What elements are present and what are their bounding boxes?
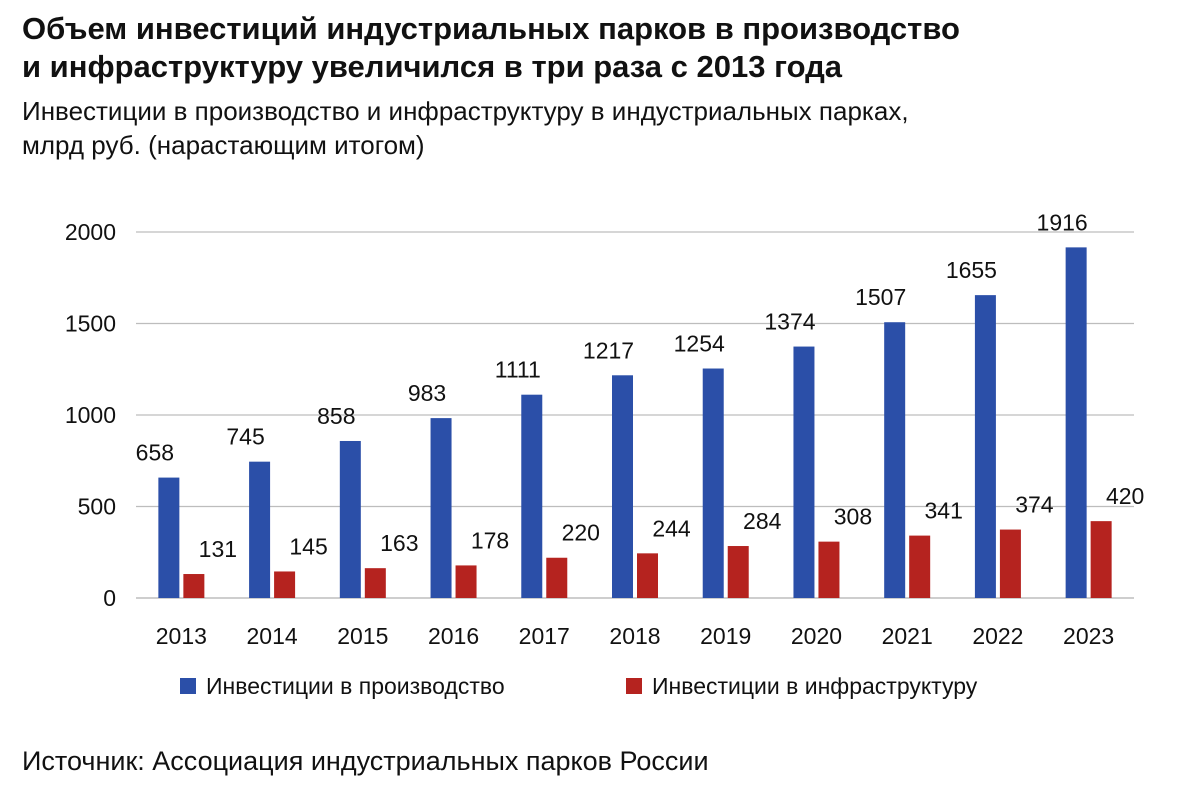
bar-infrastructure	[364, 568, 386, 598]
source-note: Источник: Ассоциация индустриальных парк…	[22, 746, 709, 776]
x-tick-label: 2022	[972, 623, 1023, 649]
subtitle-line-2: млрд руб. (нарастающим итогом)	[22, 130, 425, 160]
bar-production	[430, 418, 452, 598]
bar-infrastructure	[274, 571, 296, 598]
data-label-production: 1217	[583, 337, 634, 363]
bar-infrastructure	[637, 553, 658, 598]
y-tick-label: 0	[103, 585, 116, 611]
y-tick-label: 1500	[65, 311, 116, 337]
bar-production	[793, 346, 815, 598]
y-tick-label: 1000	[65, 402, 116, 428]
x-tick-label: 2014	[247, 623, 298, 649]
data-label-production: 858	[317, 403, 355, 429]
x-tick-label: 2016	[428, 623, 479, 649]
title-line-1: Объем инвестиций индустриальных парков в…	[22, 11, 960, 46]
bar-infrastructure	[183, 574, 205, 598]
legend-label-infrastructure: Инвестиции в инфраструктуру	[652, 673, 978, 699]
bar-production	[702, 368, 724, 598]
x-tick-label: 2017	[519, 623, 570, 649]
y-tick-label: 500	[78, 494, 116, 520]
legend-label-production: Инвестиции в производство	[206, 673, 505, 699]
data-label-production: 658	[136, 440, 174, 466]
bar-production	[339, 440, 361, 598]
bar-infrastructure	[909, 535, 931, 598]
data-label-infrastructure: 244	[652, 515, 691, 541]
bar-infrastructure	[455, 565, 477, 598]
data-label-production: 745	[226, 424, 264, 450]
x-tick-label: 2018	[609, 623, 660, 649]
x-tick-label: 2021	[882, 623, 933, 649]
x-tick-label: 2023	[1063, 623, 1114, 649]
subtitle-line-1: Инвестиции в производство и инфраструкту…	[22, 96, 909, 126]
data-label-production: 1655	[946, 257, 997, 283]
data-label-infrastructure: 374	[1015, 492, 1054, 518]
bar-production	[1065, 247, 1087, 598]
bar-production	[884, 322, 906, 598]
data-label-infrastructure: 420	[1106, 483, 1144, 509]
x-tick-label: 2019	[700, 623, 751, 649]
bar-production	[158, 477, 180, 598]
data-label-production: 1254	[674, 331, 725, 357]
bar-production	[974, 295, 996, 598]
x-tick-label: 2020	[791, 623, 842, 649]
data-label-infrastructure: 163	[380, 530, 418, 556]
data-label-infrastructure: 131	[199, 536, 237, 562]
legend-swatch-production	[180, 678, 196, 694]
x-tick-label: 2013	[156, 623, 207, 649]
legend-swatch-infrastructure	[626, 678, 642, 694]
bar-infrastructure	[818, 541, 840, 598]
bar-infrastructure	[1090, 521, 1112, 598]
bar-infrastructure	[727, 546, 749, 598]
bar-production	[521, 394, 543, 598]
x-tick-label: 2015	[337, 623, 388, 649]
data-label-infrastructure: 220	[562, 520, 600, 546]
data-label-infrastructure: 308	[834, 504, 872, 530]
y-tick-label: 2000	[65, 219, 116, 245]
data-label-production: 1374	[764, 309, 815, 335]
data-label-infrastructure: 284	[743, 508, 782, 534]
data-label-production: 1507	[855, 284, 906, 310]
data-label-production: 983	[408, 380, 446, 406]
bar-production	[249, 461, 271, 598]
data-label-infrastructure: 178	[471, 527, 509, 553]
data-label-production: 1916	[1037, 209, 1088, 235]
chart-subtitle: Инвестиции в производство и инфраструкту…	[22, 94, 1172, 162]
data-label-infrastructure: 341	[924, 498, 962, 524]
bar-infrastructure	[546, 557, 568, 598]
title-line-2: и инфраструктуру увеличился в три раза с…	[22, 49, 843, 84]
data-label-infrastructure: 145	[289, 533, 327, 559]
chart-title: Объем инвестиций индустриальных парков в…	[22, 10, 1172, 86]
bar-infrastructure	[999, 529, 1021, 598]
data-label-production: 1111	[495, 357, 541, 383]
bar-production	[612, 375, 633, 598]
